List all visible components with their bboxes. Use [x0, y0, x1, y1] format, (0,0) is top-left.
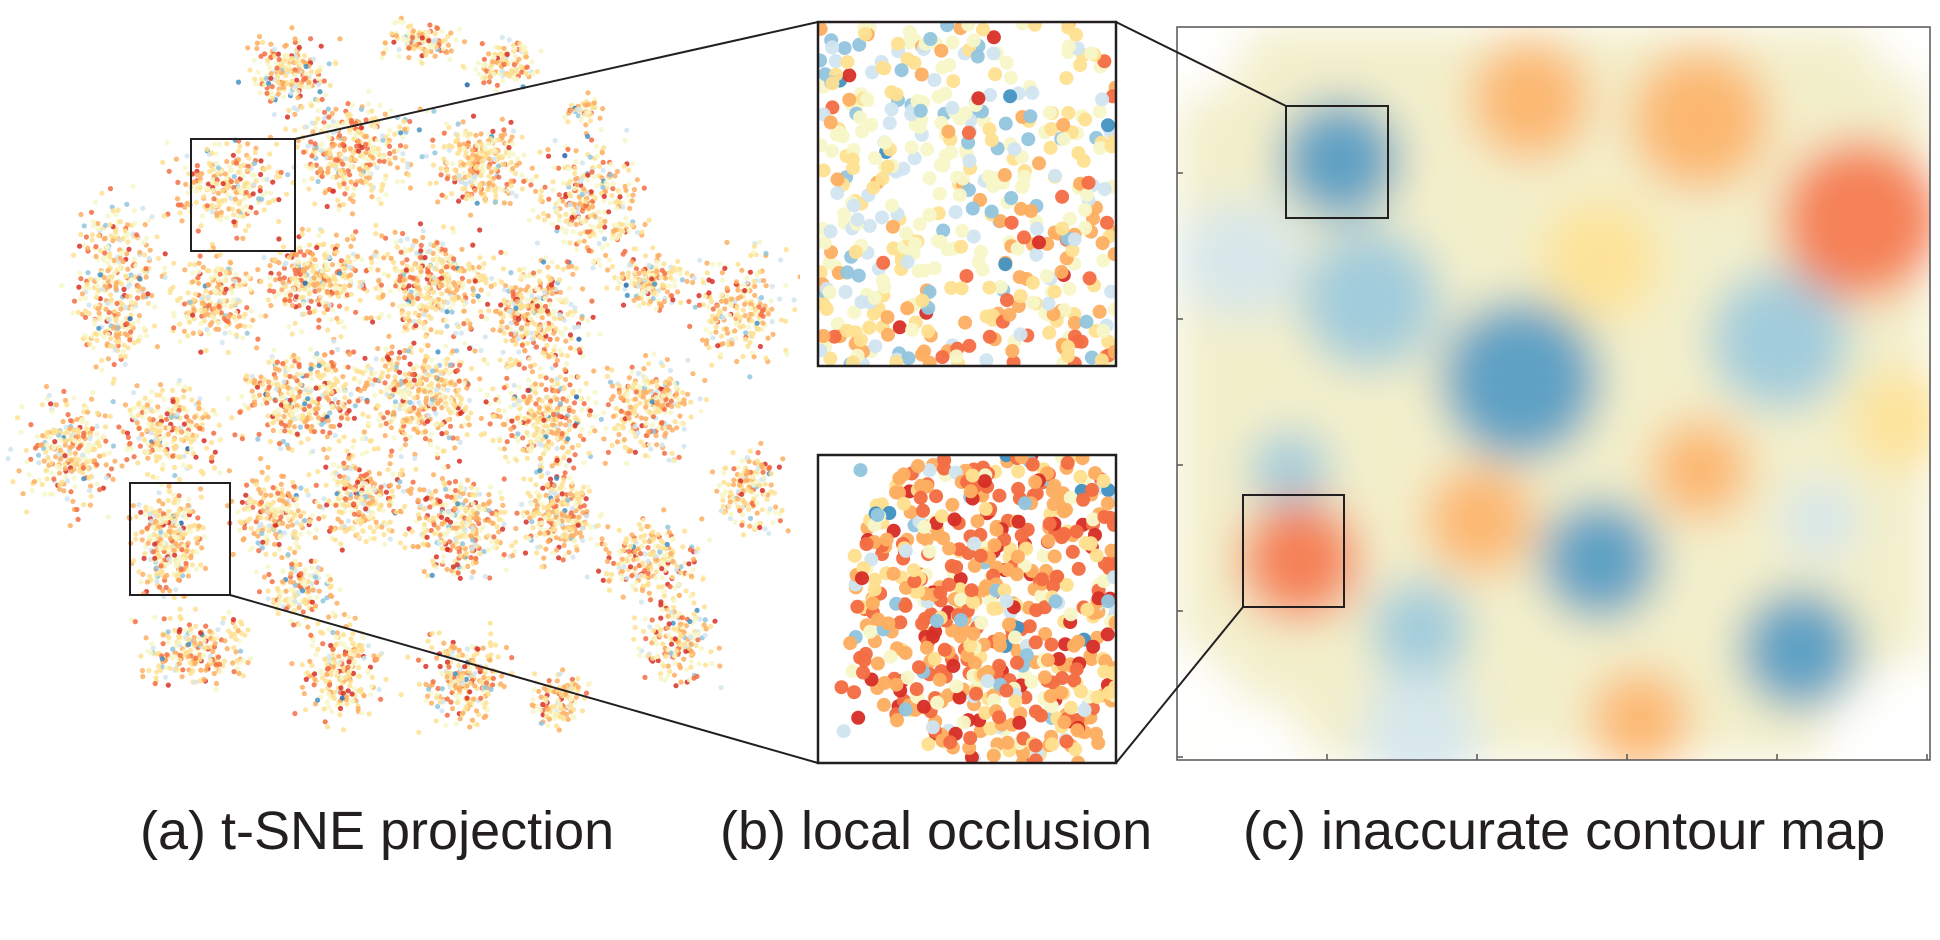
zoom-panel-top-points [818, 22, 1116, 366]
connector-a-top-to-b [294, 21, 819, 140]
contour-map-panel [1176, 26, 1931, 761]
contour-density-field [1177, 27, 1930, 760]
zoom-box-bottom [129, 482, 231, 596]
connector-a-bottom-to-b [229, 594, 819, 764]
local-occlusion-panel [816, 20, 1118, 765]
tsne-scatter-points [5, 15, 800, 735]
tsne-projection-panel [5, 15, 800, 735]
connector-b-bottom-to-c [1115, 606, 1244, 764]
zoom-connector-lines [229, 21, 1287, 764]
contour-zoom-box-top [1285, 105, 1389, 219]
contour-zoom-box-bottom [1242, 494, 1345, 608]
connector-b-top-to-c [1115, 21, 1287, 107]
contour-axes-frame [1176, 26, 1931, 761]
zoom-box-top [190, 138, 296, 252]
zoom-panel-bottom-frame [816, 453, 1118, 765]
zoom-panel-bottom-points [834, 455, 1116, 763]
caption-c: (c) inaccurate contour map [1243, 801, 1886, 861]
caption-a: (a) t-SNE projection [140, 801, 615, 861]
caption-b: (b) local occlusion [720, 801, 1153, 861]
zoom-panel-top-frame [816, 20, 1118, 368]
contour-axis-ticks [1177, 172, 1928, 760]
